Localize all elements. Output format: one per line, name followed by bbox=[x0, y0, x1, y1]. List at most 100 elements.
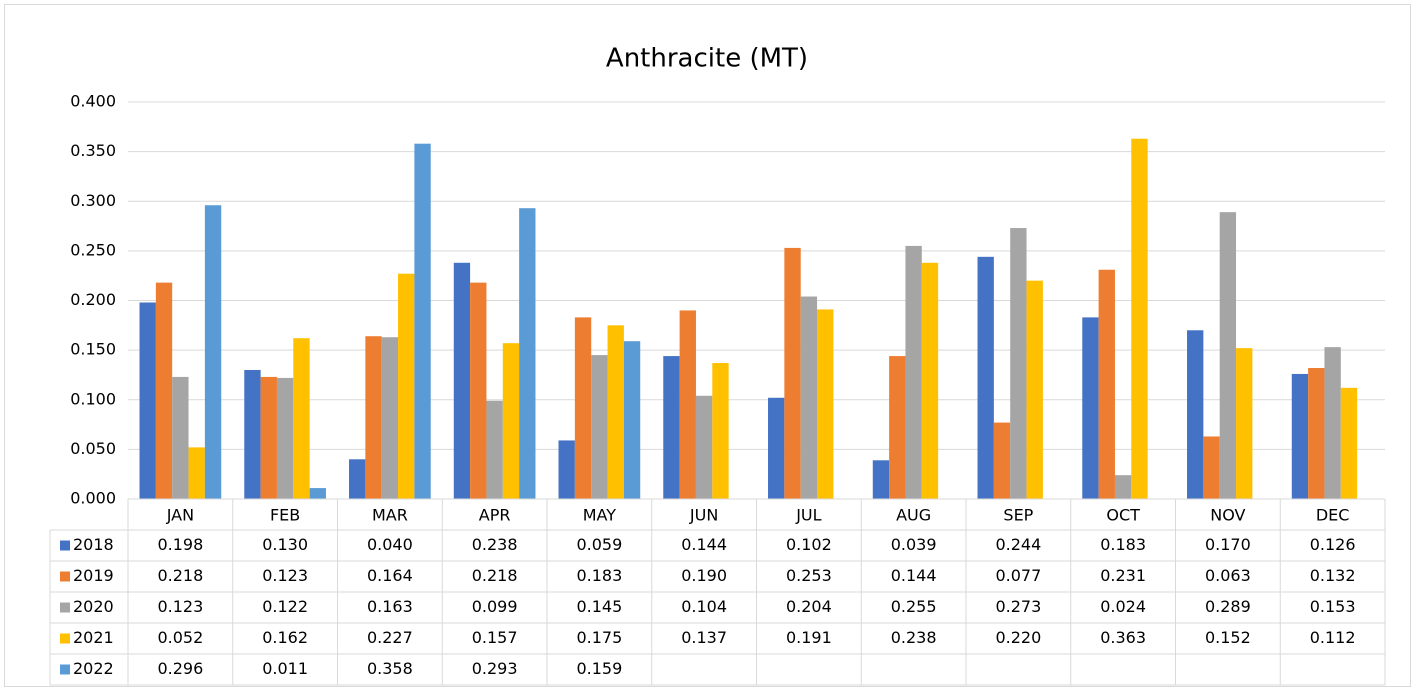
bar bbox=[1236, 348, 1253, 499]
table-value: 0.253 bbox=[786, 566, 832, 585]
table-value: 0.191 bbox=[786, 628, 832, 647]
x-tick-label: FEB bbox=[270, 506, 300, 525]
bar bbox=[679, 310, 696, 499]
table-value: 0.040 bbox=[367, 535, 413, 554]
bar bbox=[800, 296, 818, 499]
bar bbox=[768, 397, 785, 499]
bar bbox=[139, 302, 156, 499]
legend-label: 2020 bbox=[73, 597, 114, 616]
table-value: 0.163 bbox=[367, 597, 413, 616]
bar bbox=[1187, 330, 1204, 499]
bar bbox=[502, 343, 520, 499]
legend-swatch bbox=[60, 664, 70, 675]
table-value: 0.137 bbox=[681, 628, 727, 647]
table-value: 0.011 bbox=[262, 659, 308, 678]
bar bbox=[1082, 317, 1099, 499]
table-value: 0.157 bbox=[472, 628, 518, 647]
table-value: 0.220 bbox=[995, 628, 1041, 647]
bar bbox=[398, 273, 415, 499]
table-value: 0.363 bbox=[1100, 628, 1146, 647]
y-tick-label: 0.200 bbox=[70, 290, 116, 309]
table-value: 0.130 bbox=[262, 535, 308, 554]
bar bbox=[1219, 212, 1237, 500]
bar bbox=[1291, 373, 1309, 499]
table-value: 0.122 bbox=[262, 597, 308, 616]
legend-swatch bbox=[60, 602, 70, 613]
table-value: 0.123 bbox=[262, 566, 308, 585]
bar bbox=[1203, 436, 1220, 499]
x-tick-label: OCT bbox=[1106, 506, 1140, 525]
table-value: 0.170 bbox=[1205, 535, 1251, 554]
bar bbox=[1026, 280, 1043, 499]
table-value: 0.164 bbox=[367, 566, 413, 585]
bar bbox=[1010, 228, 1027, 500]
bar bbox=[623, 341, 641, 499]
table-value: 0.132 bbox=[1310, 566, 1356, 585]
bar bbox=[1340, 387, 1358, 499]
bar bbox=[712, 363, 729, 499]
table-value: 0.218 bbox=[472, 566, 518, 585]
bar bbox=[470, 282, 487, 499]
legend-label: 2019 bbox=[73, 566, 114, 585]
table-value: 0.153 bbox=[1310, 597, 1356, 616]
bar bbox=[872, 460, 890, 499]
table-value: 0.244 bbox=[995, 535, 1041, 554]
x-tick-label: SEP bbox=[1003, 506, 1033, 525]
y-tick-label: 0.300 bbox=[70, 191, 116, 210]
bar bbox=[695, 395, 713, 499]
y-tick-label: 0.100 bbox=[70, 389, 116, 408]
bar bbox=[784, 247, 801, 499]
table-value: 0.024 bbox=[1100, 597, 1146, 616]
table-value: 0.123 bbox=[157, 597, 203, 616]
bar bbox=[993, 422, 1011, 499]
bar bbox=[309, 488, 326, 499]
table-value: 0.102 bbox=[786, 535, 832, 554]
table-value: 0.175 bbox=[576, 628, 622, 647]
y-tick-label: 0.400 bbox=[70, 92, 116, 111]
legend-swatch bbox=[60, 540, 70, 551]
bar bbox=[591, 355, 608, 499]
table-value: 0.104 bbox=[681, 597, 727, 616]
bar bbox=[349, 459, 366, 499]
bar bbox=[155, 282, 173, 499]
legend-swatch bbox=[60, 633, 70, 644]
x-tick-label: JUN bbox=[689, 506, 718, 525]
table-value: 0.358 bbox=[367, 659, 413, 678]
bar bbox=[1098, 269, 1115, 499]
bar bbox=[381, 337, 399, 499]
bar bbox=[276, 377, 294, 499]
bar bbox=[1114, 475, 1132, 499]
bar bbox=[1324, 347, 1341, 499]
x-tick-label: NOV bbox=[1210, 506, 1245, 525]
bar bbox=[905, 245, 922, 499]
y-tick-label: 0.350 bbox=[70, 141, 116, 160]
bar bbox=[607, 325, 624, 499]
x-tick-label: JAN bbox=[166, 506, 194, 525]
bar bbox=[204, 205, 222, 499]
x-tick-label: MAR bbox=[372, 506, 408, 525]
table-value: 0.063 bbox=[1205, 566, 1251, 585]
table-value: 0.218 bbox=[157, 566, 203, 585]
x-tick-label: JUL bbox=[795, 506, 821, 525]
table-value: 0.144 bbox=[681, 535, 727, 554]
chart-frame bbox=[4, 4, 1411, 687]
bar bbox=[188, 447, 205, 499]
x-tick-label: MAY bbox=[583, 506, 617, 525]
table-value: 0.145 bbox=[576, 597, 622, 616]
bar bbox=[414, 143, 431, 499]
x-tick-label: DEC bbox=[1316, 506, 1350, 525]
bar bbox=[293, 338, 310, 499]
bar bbox=[889, 356, 906, 499]
bar bbox=[260, 376, 277, 499]
table-value: 0.273 bbox=[995, 597, 1041, 616]
legend-label: 2022 bbox=[73, 659, 114, 678]
bar bbox=[817, 309, 834, 499]
bar bbox=[486, 400, 503, 499]
table-value: 0.296 bbox=[157, 659, 203, 678]
table-value: 0.152 bbox=[1205, 628, 1251, 647]
bar bbox=[663, 356, 680, 499]
chart-title: Anthracite (MT) bbox=[606, 44, 808, 74]
bar bbox=[453, 262, 471, 499]
bar bbox=[558, 440, 575, 499]
